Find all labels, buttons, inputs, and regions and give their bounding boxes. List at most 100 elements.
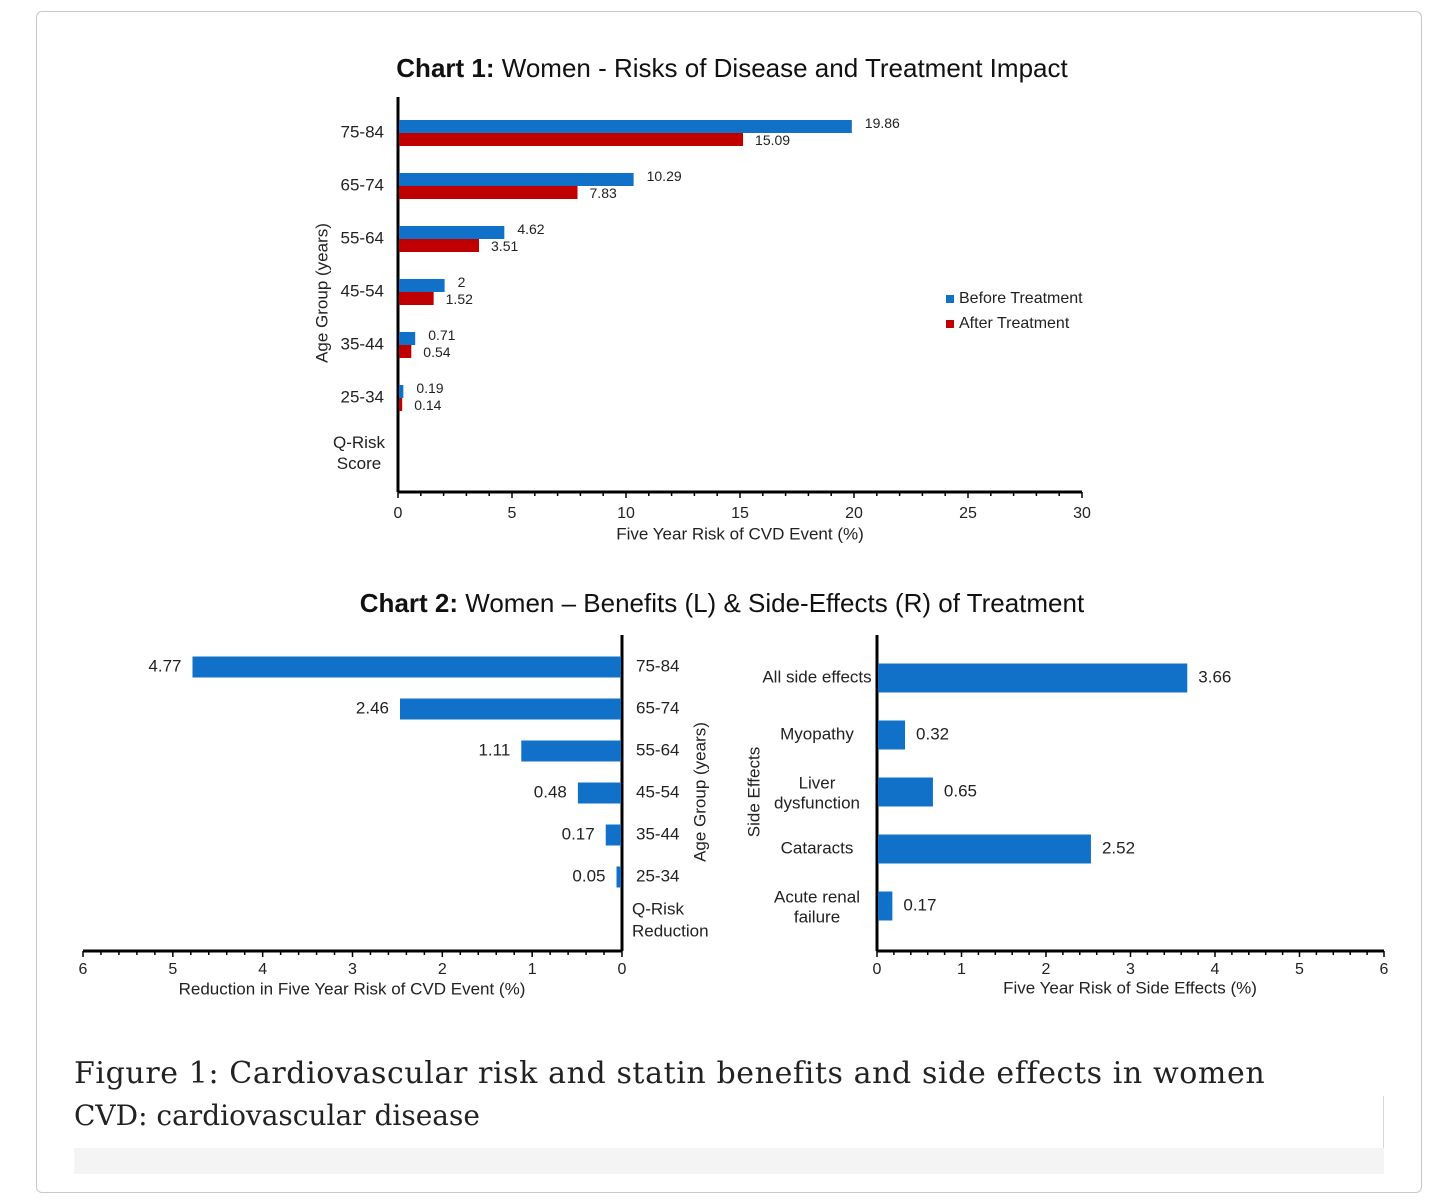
benefits-bar: [192, 656, 621, 678]
side-effects-category-label: Acute renal: [774, 887, 860, 906]
side-effects-bar: [878, 834, 1091, 864]
benefits-x-axis-title: Reduction in Five Year Risk of CVD Event…: [179, 979, 526, 998]
chart1-data-label: 10.29: [647, 168, 682, 184]
benefits-data-label: 0.05: [572, 866, 605, 885]
side-effects-bar: [878, 663, 1188, 693]
chart1-category-label: 25-34: [341, 387, 384, 406]
benefits-data-label: 1.11: [478, 740, 510, 759]
legend-swatch-after: [946, 320, 954, 328]
chart1-category-axis-title: Q-Risk: [333, 433, 385, 452]
caption-box-shade: [74, 1148, 1384, 1174]
benefits-x-tick-label: 0: [618, 961, 627, 978]
chart1-title-rest: Women - Risks of Disease and Treatment I…: [495, 53, 1069, 83]
side-effects-y-axis-title: Side Effects: [744, 747, 763, 837]
chart1-data-label: 7.83: [590, 185, 617, 201]
chart1-data-label: 0.71: [428, 327, 455, 343]
figure-caption: Figure 1: Cardiovascular risk and statin…: [74, 1056, 1265, 1132]
chart1-data-label: 0.54: [423, 344, 450, 360]
chart1-bar-before: [399, 279, 445, 292]
benefits-x-tick-label: 1: [528, 961, 537, 978]
side-effects-bar: [878, 891, 893, 921]
chart1-bar-before: [399, 332, 416, 345]
chart1-data-label: 2: [458, 274, 466, 290]
chart1-bar-after: [399, 345, 412, 358]
side-effects-category-label: Myopathy: [780, 724, 854, 743]
chart1-title-bold: Chart 1:: [396, 53, 494, 83]
side-effects-data-label: 0.65: [944, 781, 977, 800]
benefits-x-tick-label: 3: [348, 961, 357, 978]
chart1-bar-after: [399, 133, 744, 146]
chart1-x-tick-label: 10: [617, 505, 635, 522]
benefits-x-tick-label: 2: [438, 961, 447, 978]
chart1-data-label: 1.52: [446, 291, 473, 307]
chart2-title-bold: Chart 2:: [360, 588, 458, 618]
legend-label: Before Treatment: [959, 290, 1083, 307]
chart2-title: Chart 2: Women – Benefits (L) & Side-Eff…: [360, 588, 1085, 618]
side-effects-x-tick-label: 3: [1126, 961, 1135, 978]
chart1-category-label: 55-64: [341, 228, 384, 247]
chart1-x-tick-label: 15: [731, 505, 749, 522]
side-effects-x-tick-label: 5: [1295, 961, 1304, 978]
charts-canvas: Chart 1: Women - Risks of Disease and Tr…: [79, 53, 1389, 999]
chart1-y-axis-title: Age Group (years): [312, 223, 331, 363]
side-effects-category-label: All side effects: [762, 667, 871, 686]
benefits-bar: [521, 740, 621, 762]
side-effects-data-label: 2.52: [1102, 838, 1135, 857]
chart1-category-axis-title: Score: [337, 454, 381, 473]
chart1-x-tick-label: 30: [1073, 505, 1091, 522]
side-effects-x-axis-title: Five Year Risk of Side Effects (%): [1003, 978, 1257, 997]
side-effects-data-label: 0.32: [916, 724, 949, 743]
benefits-category-label: 65-74: [636, 698, 679, 717]
chart1-bar-before: [399, 226, 505, 239]
chart1-x-tick-label: 20: [845, 505, 863, 522]
side-effects-x-tick-label: 1: [957, 961, 966, 978]
benefits-category-axis-title: Reduction: [632, 921, 709, 940]
caption-title: Figure 1: Cardiovascular risk and statin…: [74, 1056, 1266, 1091]
benefits-x-tick-label: 4: [258, 961, 267, 978]
chart1-title: Chart 1: Women - Risks of Disease and Tr…: [396, 53, 1068, 83]
chart1-x-tick-label: 5: [508, 505, 517, 522]
benefits-data-label: 4.77: [148, 656, 181, 675]
benefits-bar: [616, 866, 621, 888]
side-effects-category-label: dysfunction: [774, 793, 860, 812]
benefits-category-label: 35-44: [636, 824, 679, 843]
chart2-title-rest: Women – Benefits (L) & Side-Effects (R) …: [458, 588, 1085, 618]
side-effects-x-tick-label: 4: [1211, 961, 1220, 978]
benefits-category-label: 25-34: [636, 866, 679, 885]
benefits-category-label: 75-84: [636, 656, 679, 675]
chart1-category-label: 35-44: [341, 334, 384, 353]
side-effects-data-label: 3.66: [1198, 667, 1231, 686]
chart1-data-label: 15.09: [755, 132, 790, 148]
side-effects-x-tick-label: 6: [1380, 961, 1389, 978]
chart1-x-tick-label: 0: [394, 505, 403, 522]
chart1-data-label: 3.51: [491, 238, 518, 254]
legend-label: After Treatment: [959, 315, 1070, 332]
side-effects-category-label: Cataracts: [781, 838, 854, 857]
benefits-x-tick-label: 5: [168, 961, 177, 978]
benefits-category-label: 55-64: [636, 740, 679, 759]
side-effects-x-tick-label: 0: [873, 961, 882, 978]
chart1-bar-before: [399, 385, 404, 398]
chart1-data-label: 0.14: [414, 397, 441, 413]
benefits-bar: [400, 698, 621, 720]
chart1-category-label: 45-54: [341, 281, 384, 300]
side-effects-category-label: Liver: [799, 773, 836, 792]
side-effects-bar: [878, 720, 906, 750]
figure-card: [36, 11, 1422, 1193]
legend-swatch-before: [946, 295, 954, 303]
chart1-data-label: 19.86: [865, 115, 900, 131]
benefits-data-label: 0.48: [534, 782, 567, 801]
chart1-bar-before: [399, 173, 634, 186]
benefits-category-label: 45-54: [636, 782, 679, 801]
chart1-category-label: 65-74: [341, 175, 384, 194]
benefits-x-tick-label: 6: [79, 961, 88, 978]
caption-subtitle: CVD: cardiovascular disease: [74, 1099, 480, 1132]
benefits-data-label: 0.17: [562, 824, 595, 843]
benefits-y-axis-title: Age Group (years): [690, 722, 709, 862]
side-effects-bar: [878, 777, 933, 807]
benefits-data-label: 2.46: [356, 698, 389, 717]
chart1-bar-after: [399, 186, 578, 199]
chart1-x-tick-label: 25: [959, 505, 977, 522]
chart1-category-label: 75-84: [341, 122, 384, 141]
chart1-data-label: 0.19: [416, 380, 443, 396]
